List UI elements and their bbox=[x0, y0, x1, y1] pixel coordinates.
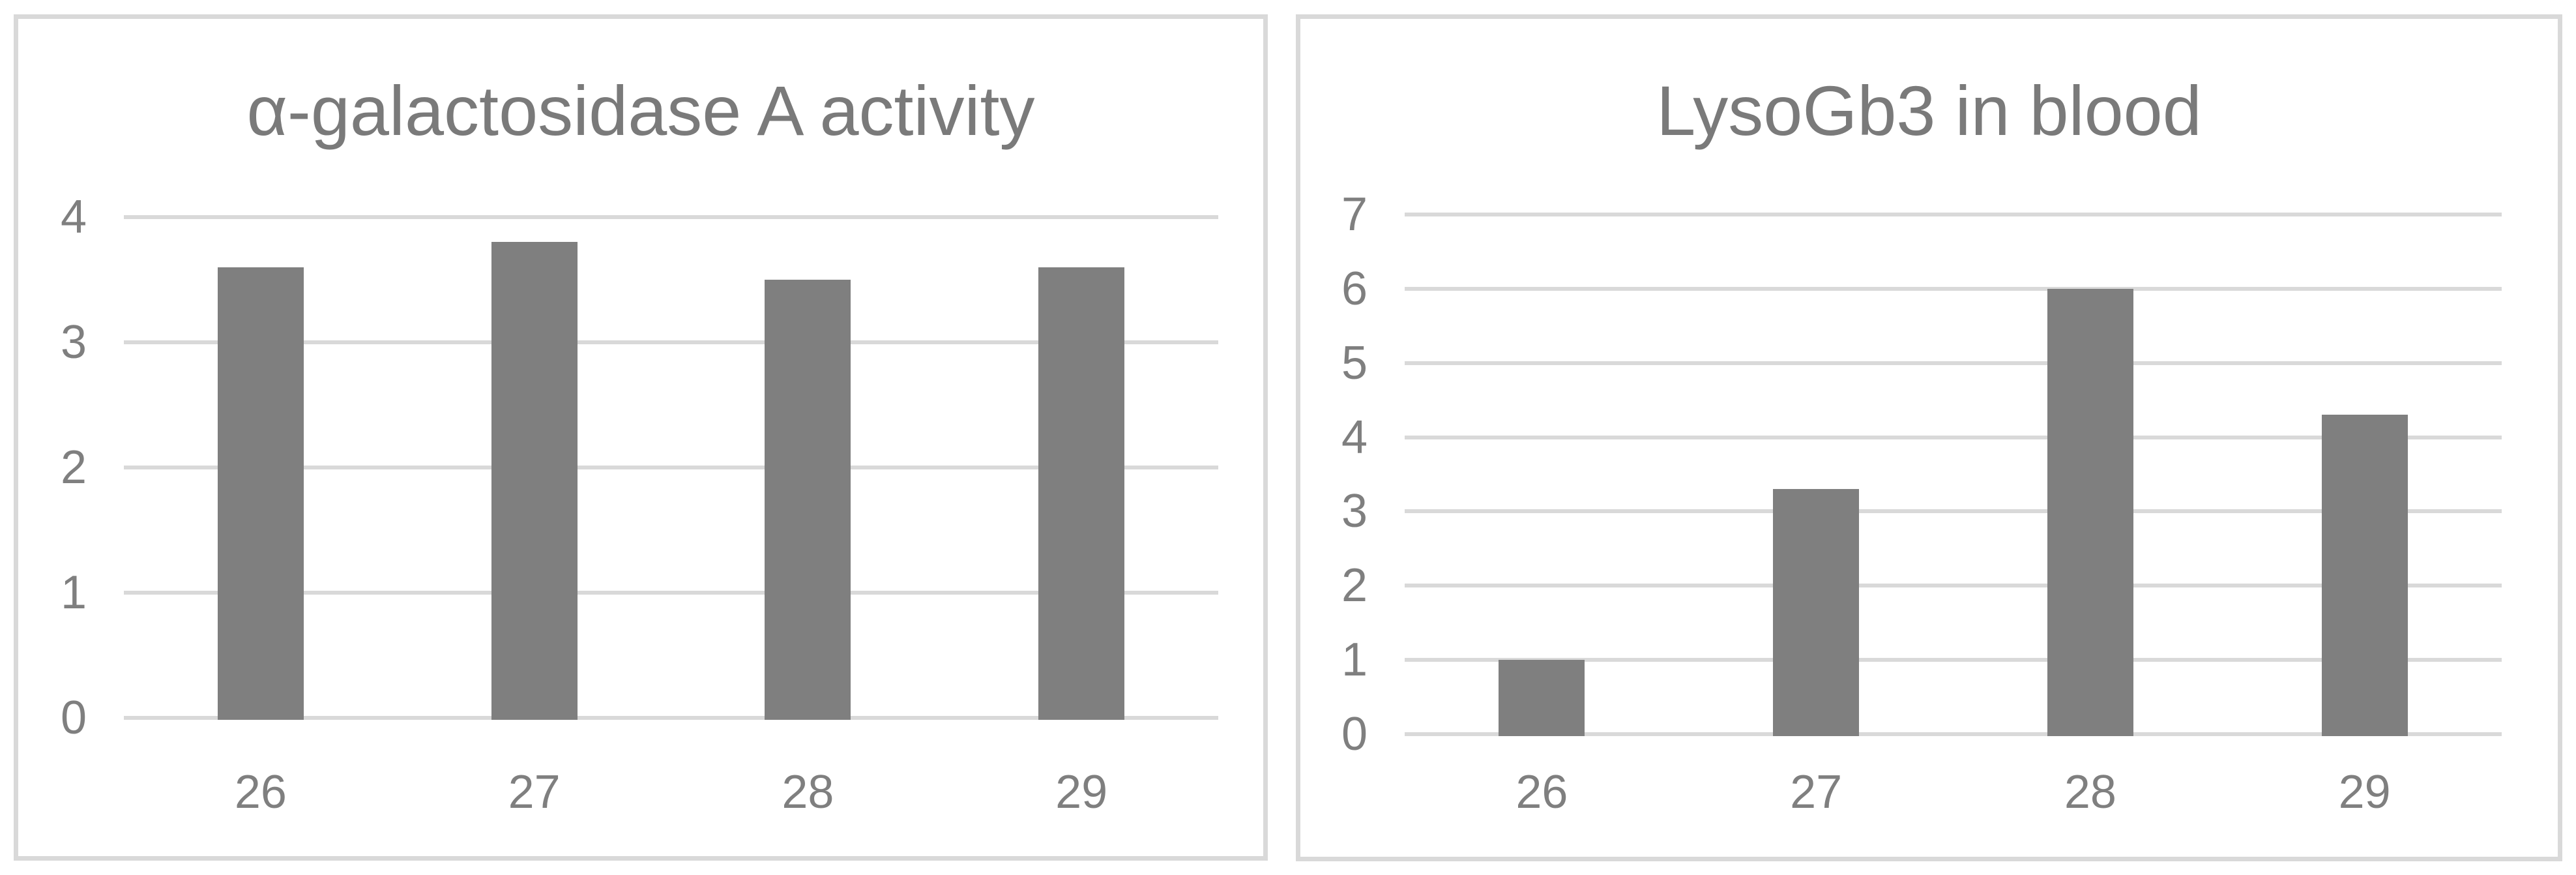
gridline bbox=[1405, 361, 2502, 365]
gridline bbox=[1405, 509, 2502, 514]
gridline bbox=[124, 591, 1218, 595]
gridline bbox=[1405, 732, 2502, 736]
y-tick-label: 2 bbox=[1341, 559, 1368, 612]
bar-28 bbox=[2047, 288, 2133, 736]
y-tick-label: 1 bbox=[60, 567, 87, 619]
y-tick-label: 6 bbox=[1341, 262, 1368, 315]
y-tick-label: 7 bbox=[1341, 188, 1368, 241]
x-tick-label: 29 bbox=[1055, 766, 1108, 818]
gridline bbox=[1405, 658, 2502, 662]
bar-26 bbox=[1499, 660, 1585, 736]
gridline bbox=[124, 340, 1218, 344]
left-chart-panel: α-galactosidase A activity 0 1 2 3 4 26 27 28 29 bbox=[14, 14, 1268, 861]
x-tick-label: 26 bbox=[234, 766, 287, 818]
right-chart-panel: LysoGb3 in blood 0 1 2 3 4 5 6 7 26 27 28 29 bbox=[1296, 14, 2562, 861]
x-tick-label: 28 bbox=[782, 766, 834, 818]
left-chart-title: α-galactosidase A activity bbox=[246, 71, 1035, 150]
y-tick-label: 3 bbox=[1341, 485, 1368, 538]
x-tick-label: 27 bbox=[508, 766, 561, 818]
x-tick-label: 29 bbox=[2338, 766, 2391, 818]
gridline bbox=[1405, 435, 2502, 439]
right-chart-area: LysoGb3 in blood 0 1 2 3 4 5 6 7 26 27 28 29 bbox=[1300, 19, 2558, 857]
bar-27 bbox=[1773, 489, 1860, 736]
y-tick-label: 3 bbox=[60, 316, 87, 368]
x-tick-label: 27 bbox=[1790, 766, 1843, 818]
gridline bbox=[124, 716, 1218, 720]
gridline bbox=[1405, 213, 2502, 216]
y-tick-label: 4 bbox=[1341, 411, 1368, 464]
right-chart-title: LysoGb3 in blood bbox=[1656, 71, 2202, 150]
x-tick-label: 28 bbox=[2064, 766, 2116, 818]
x-tick-label: 26 bbox=[1515, 766, 1568, 818]
gridline bbox=[1405, 286, 2502, 291]
y-tick-label: 0 bbox=[1341, 708, 1368, 760]
left-chart-area: α-galactosidase A activity 0 1 2 3 4 26 27 28 29 bbox=[18, 19, 1263, 856]
y-tick-label: 0 bbox=[60, 692, 87, 744]
bar-29 bbox=[2321, 415, 2408, 736]
y-tick-label: 2 bbox=[60, 441, 87, 494]
bar-28 bbox=[765, 280, 851, 720]
bar-29 bbox=[1038, 267, 1125, 720]
bar-27 bbox=[491, 242, 578, 720]
gridline bbox=[124, 215, 1218, 219]
gridline bbox=[124, 466, 1218, 469]
bar-26 bbox=[217, 267, 304, 720]
gridline bbox=[1405, 584, 2502, 588]
y-tick-label: 4 bbox=[60, 191, 87, 243]
y-tick-label: 1 bbox=[1341, 634, 1368, 687]
y-tick-label: 5 bbox=[1341, 336, 1368, 389]
